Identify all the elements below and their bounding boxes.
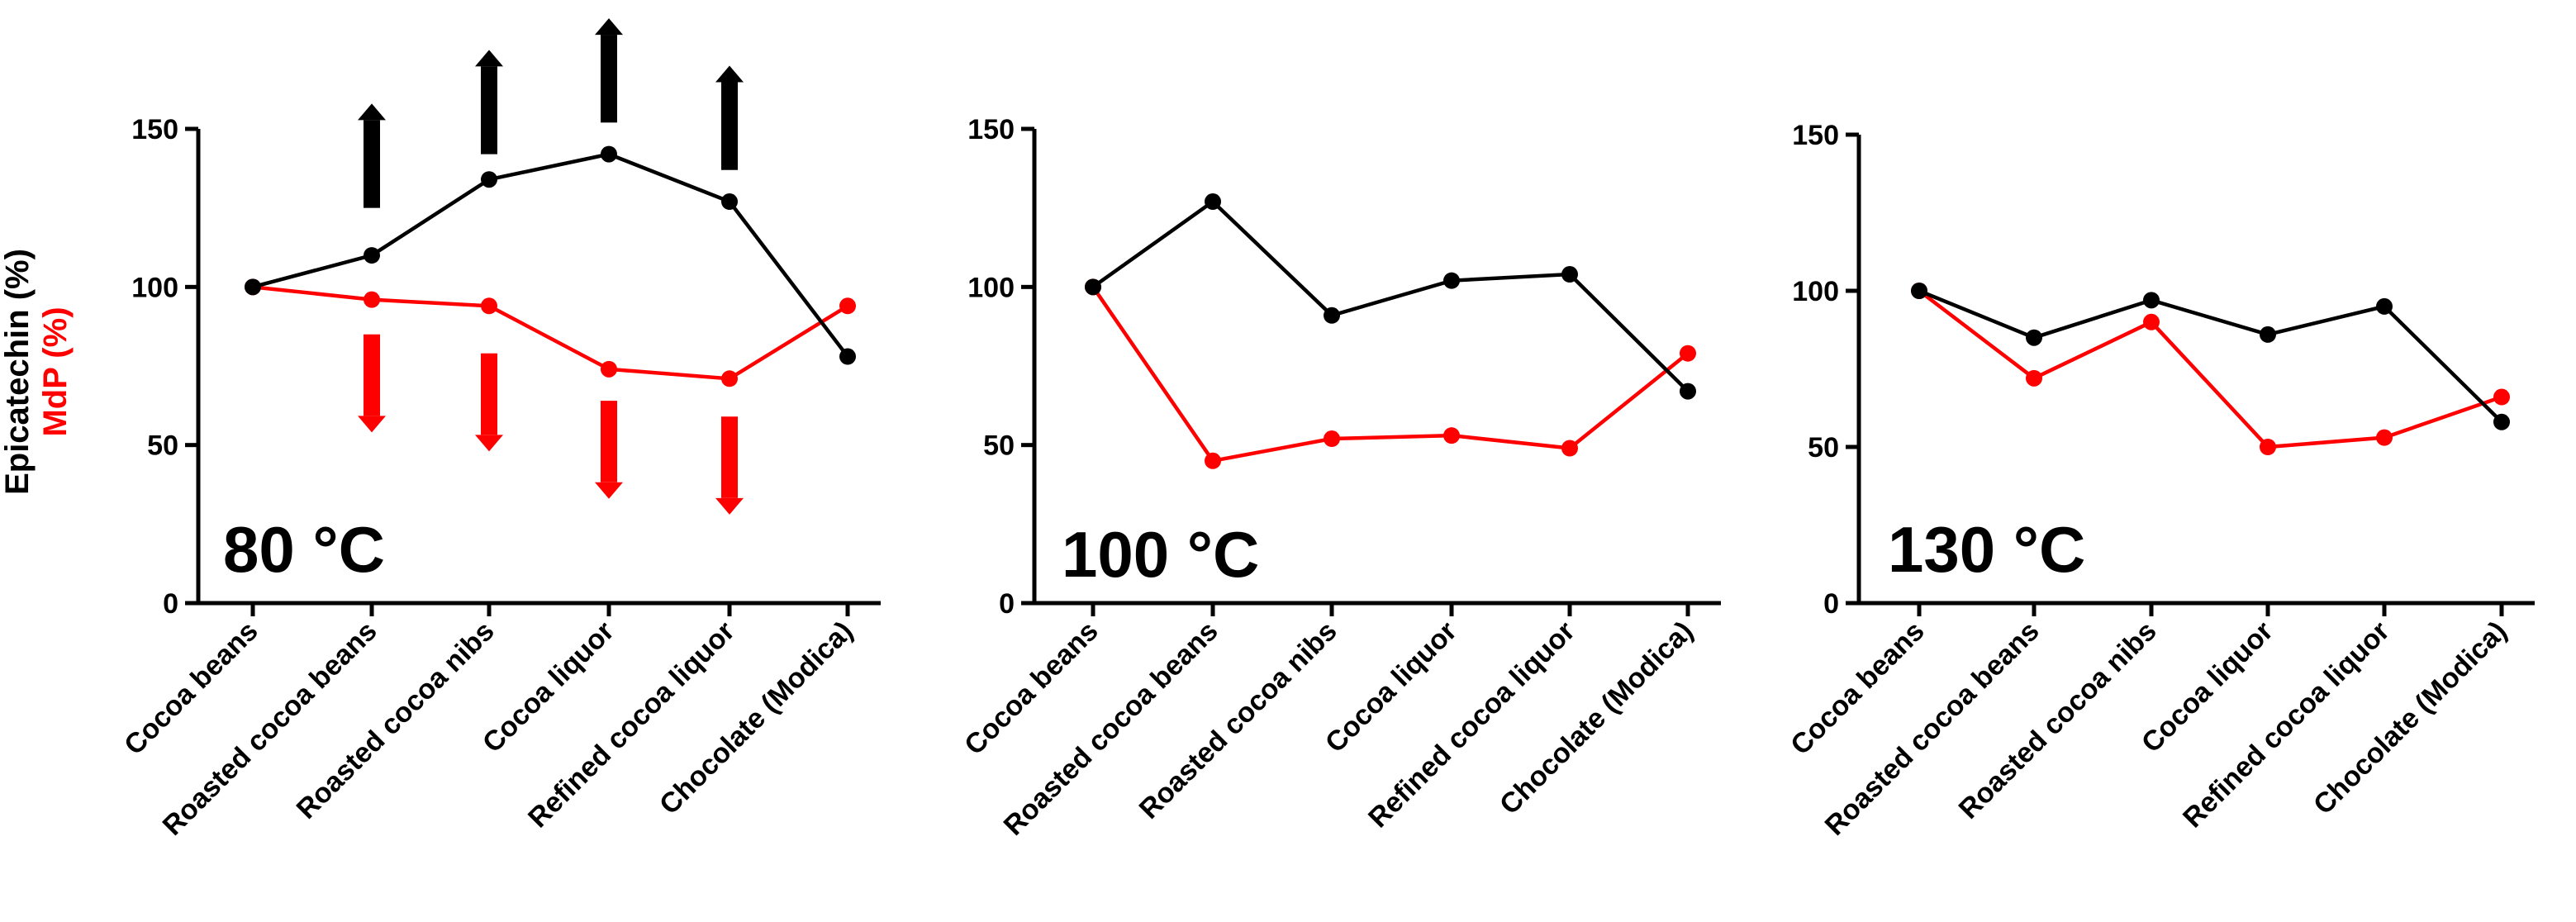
data-point-mdp	[2143, 313, 2160, 330]
temperature-label: 130 °C	[1888, 513, 2085, 586]
y-tick-label: 150	[131, 114, 178, 145]
data-point-epicatechin	[1085, 278, 1101, 296]
data-point-epicatechin	[245, 278, 261, 296]
x-tick-label: Roasted cocoa nibs	[1134, 615, 1343, 825]
y-tick-label: 50	[1808, 432, 1839, 463]
arrow-up-icon	[481, 66, 497, 154]
data-point-epicatechin	[481, 171, 497, 188]
data-point-epicatechin	[1680, 383, 1696, 400]
y-tick-label: 150	[967, 114, 1015, 145]
series-line-epicatechin	[1091, 199, 1690, 393]
x-tick-label: Refined cocoa liquor	[2177, 615, 2396, 834]
arrow-down-icon	[601, 401, 617, 482]
arrow-up-icon	[364, 120, 380, 208]
y-tick-label: 100	[1792, 276, 1839, 307]
data-point-mdp	[481, 297, 497, 315]
y-tick-label: 0	[999, 588, 1015, 620]
series-line-epicatechin	[252, 152, 849, 358]
data-point-epicatechin	[2026, 329, 2042, 346]
x-tick-label: Roasted cocoa nibs	[291, 615, 501, 825]
series-line-mdp	[1918, 289, 2502, 449]
arrow-down-icon	[364, 334, 380, 416]
x-tick-label: Roasted cocoa nibs	[1953, 615, 2163, 825]
y-tick-label: 50	[147, 430, 178, 462]
series-line-epicatechin	[1918, 288, 2503, 424]
y-axis-label: Epicatechin (%)MdP (%)	[0, 249, 74, 495]
series-line-mdp	[1091, 286, 1690, 463]
data-point-mdp	[1561, 440, 1578, 457]
arrow-down-head	[715, 497, 744, 515]
data-point-mdp	[2493, 388, 2510, 406]
series-line-mdp	[252, 285, 849, 381]
arrow-up-head	[595, 18, 623, 36]
y-tick-label: 50	[983, 430, 1015, 462]
data-point-epicatechin	[2376, 297, 2393, 315]
arrow-down-icon	[481, 353, 497, 435]
arrow-down-head	[358, 416, 386, 433]
y-tick-label: 0	[1823, 588, 1839, 620]
data-point-mdp	[2376, 429, 2393, 446]
data-point-epicatechin	[1324, 307, 1340, 324]
arrow-up-head	[475, 50, 503, 67]
data-point-epicatechin	[2143, 292, 2160, 309]
data-point-epicatechin	[601, 145, 617, 163]
data-point-epicatechin	[364, 247, 380, 264]
data-point-mdp	[1443, 427, 1460, 444]
arrow-up-icon	[721, 82, 738, 170]
data-point-mdp	[2026, 369, 2042, 387]
data-point-mdp	[601, 360, 617, 378]
x-tick-label: Chocolate (Modica)	[2307, 615, 2513, 821]
y-tick-label: 100	[967, 272, 1015, 303]
y-axis-label-mdp: MdP (%)	[37, 307, 74, 436]
data-point-mdp	[364, 291, 380, 308]
arrow-up-icon	[601, 35, 617, 123]
x-tick-label: Roasted cocoa beans	[998, 615, 1224, 842]
data-point-epicatechin	[721, 193, 738, 211]
data-point-mdp	[1680, 345, 1696, 362]
data-point-epicatechin	[1443, 272, 1460, 289]
y-tick-label: 150	[1792, 120, 1839, 151]
data-point-epicatechin	[2493, 413, 2510, 430]
arrow-down-head	[475, 435, 503, 452]
data-point-epicatechin	[1911, 283, 1927, 299]
x-tick-label: Refined cocoa liquor	[1362, 615, 1581, 834]
y-axis-label-epicatechin: Epicatechin (%)	[0, 249, 36, 495]
arrow-up-head	[715, 65, 744, 83]
y-tick-label: 0	[163, 588, 178, 620]
data-point-epicatechin	[839, 348, 856, 365]
arrow-up-head	[358, 103, 386, 121]
data-point-mdp	[721, 370, 738, 387]
x-tick-label: Chocolate (Modica)	[1494, 615, 1699, 821]
arrow-down-head	[595, 482, 623, 499]
data-point-mdp	[1324, 430, 1340, 448]
data-point-epicatechin	[2260, 326, 2276, 343]
arrow-down-icon	[721, 416, 738, 498]
data-point-epicatechin	[1561, 266, 1578, 283]
x-tick-label: Roasted cocoa beans	[1819, 615, 2046, 842]
data-point-mdp	[839, 297, 856, 315]
y-tick-label: 100	[131, 272, 178, 303]
x-tick-label: Chocolate (Modica)	[654, 615, 859, 821]
x-tick-label: Roasted cocoa beans	[157, 615, 383, 842]
data-point-mdp	[1205, 452, 1221, 469]
temperature-label: 100 °C	[1062, 518, 1259, 591]
x-tick-label: Refined cocoa liquor	[522, 615, 741, 834]
data-point-epicatechin	[1205, 193, 1221, 211]
data-point-mdp	[2260, 439, 2276, 455]
temperature-label: 80 °C	[223, 513, 385, 586]
